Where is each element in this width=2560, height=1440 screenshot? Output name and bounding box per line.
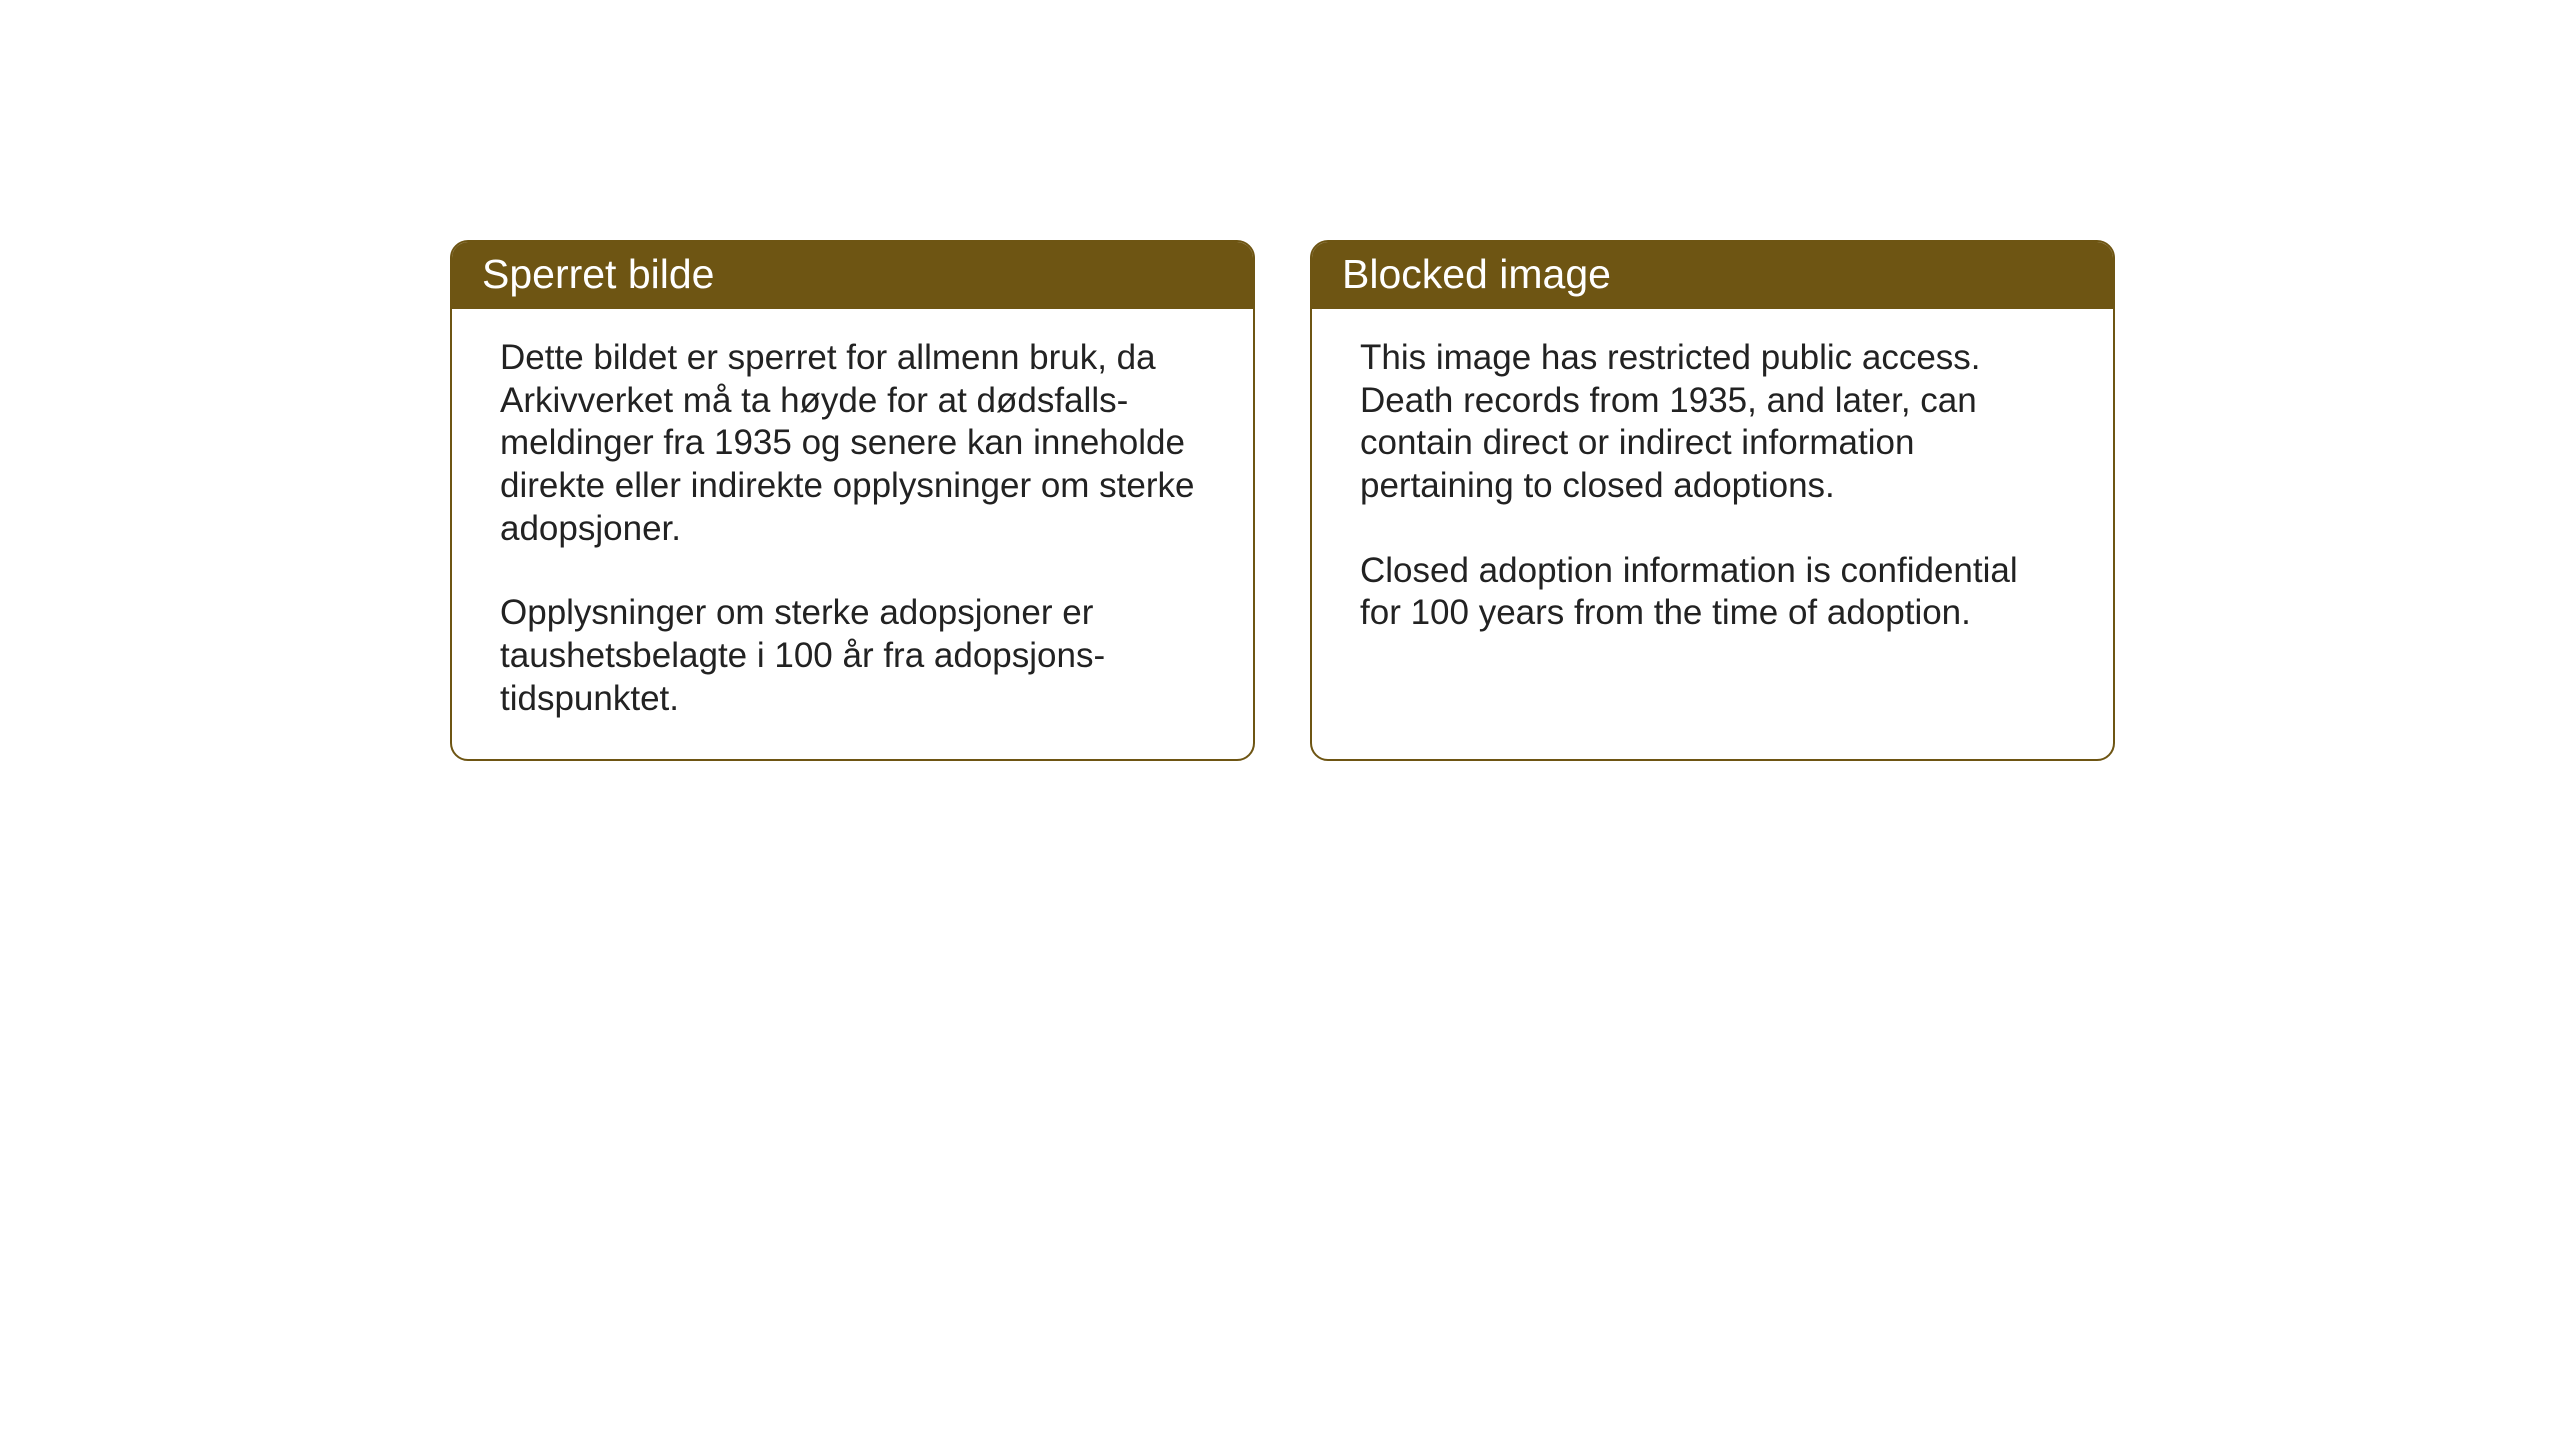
panel-paragraph: Closed adoption information is confident… xyxy=(1360,550,2065,635)
panels-container: Sperret bilde Dette bildet er sperret fo… xyxy=(450,240,2560,761)
panel-body-english: This image has restricted public access.… xyxy=(1312,309,2113,673)
panel-english: Blocked image This image has restricted … xyxy=(1310,240,2115,761)
panel-paragraph: This image has restricted public access.… xyxy=(1360,337,2065,508)
panel-paragraph: Dette bildet er sperret for allmenn bruk… xyxy=(500,337,1205,550)
panel-header-norwegian: Sperret bilde xyxy=(452,242,1253,309)
panel-paragraph: Opplysninger om sterke adopsjoner er tau… xyxy=(500,592,1205,720)
panel-norwegian: Sperret bilde Dette bildet er sperret fo… xyxy=(450,240,1255,761)
panel-body-norwegian: Dette bildet er sperret for allmenn bruk… xyxy=(452,309,1253,759)
panel-header-english: Blocked image xyxy=(1312,242,2113,309)
